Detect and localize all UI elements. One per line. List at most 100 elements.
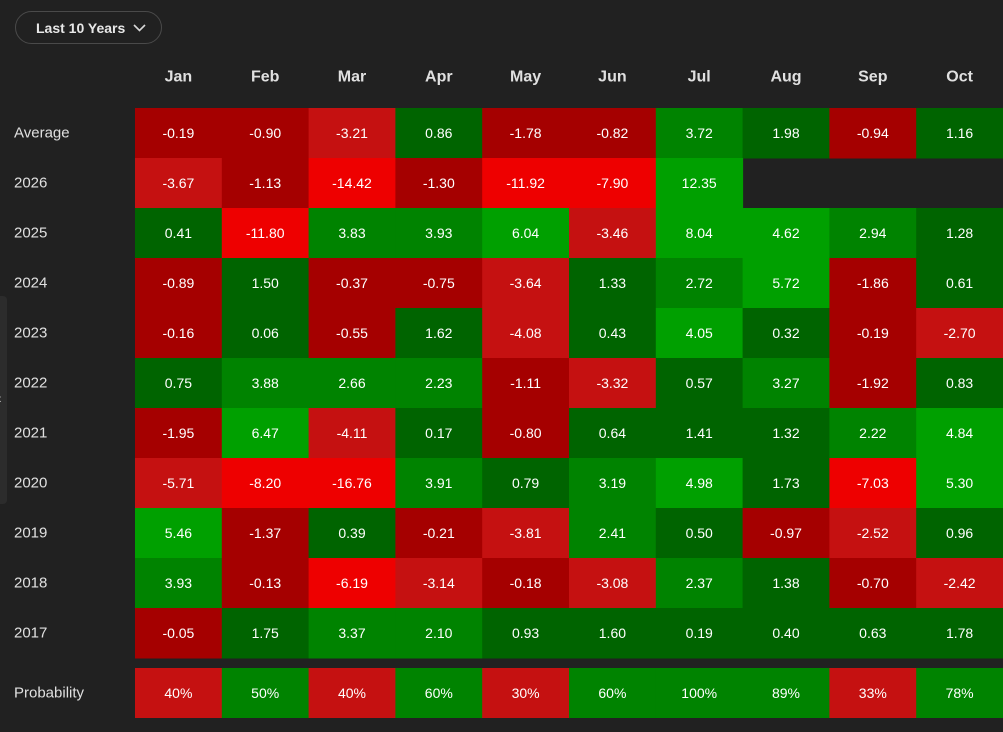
time-range-dropdown[interactable]: Last 10 Years [15,11,162,44]
heatmap-cell-value: 0.96 [946,525,973,541]
heatmap-cell [221,258,310,309]
probability-cell [829,668,917,718]
heatmap-cell-value: -3.81 [510,525,542,541]
heatmap-cell [569,558,657,609]
heatmap-cell-value: 8.04 [686,225,713,241]
heatmap-cell [916,508,1003,559]
heatmap-cell [135,508,223,559]
heatmap-cell-value: 2.72 [686,275,713,291]
heatmap-cell-value: -1.92 [857,375,889,391]
heatmap-cell-value: -7.90 [596,175,628,191]
heatmap-cell [308,208,396,259]
heatmap-cell-value: 3.72 [686,125,713,141]
heatmap-cell [916,258,1003,309]
heatmap-cell-value: 3.93 [425,225,452,241]
heatmap-cell-value: 0.17 [425,425,452,441]
heatmap-cell [829,258,917,309]
heatmap-cell [135,408,223,459]
heatmap-cell [569,608,657,659]
heatmap-cell [135,108,223,159]
heatmap-cell [742,358,830,409]
heatmap-cell-value: -3.32 [596,375,628,391]
heatmap-cell [829,208,917,259]
heatmap-cell [135,608,223,659]
heatmap-cell [482,358,570,409]
heatmap-cell-value: -1.95 [162,425,194,441]
heatmap-cell [569,408,657,459]
heatmap-cell [742,508,830,559]
probability-cell-value: 100% [681,685,717,701]
heatmap-cell [308,508,396,559]
heatmap-cell-value: 2.41 [599,525,626,541]
heatmap-cell-value: -0.19 [162,125,194,141]
heatmap-cell-value: -0.90 [249,125,281,141]
probability-cell [221,668,310,718]
probability-cell-value: 50% [251,685,279,701]
scroll-left-handle[interactable] [0,296,7,504]
heatmap-cell-value: -0.97 [770,525,802,541]
heatmap-cell [395,358,483,409]
heatmap-cell-value: -1.78 [510,125,542,141]
heatmap-cell-value: 3.88 [252,375,279,391]
probability-cell-value: 33% [859,685,887,701]
heatmap-cell-value: 0.83 [946,375,973,391]
heatmap-cell [482,108,570,159]
heatmap-cell-value: 0.50 [686,525,713,541]
heatmap-cell-value: 1.32 [772,425,799,441]
heatmap-cell [829,408,917,459]
chevron-left-icon[interactable]: ‹ [0,388,2,408]
heatmap-cell [308,558,396,609]
heatmap-cell [655,308,744,359]
heatmap-cell-value: -3.14 [423,575,455,591]
heatmap-cell [742,558,830,609]
heatmap-cell [569,258,657,309]
heatmap-cell-value: 1.50 [252,275,279,291]
heatmap-cell-value: -1.37 [249,525,281,541]
heatmap-cell-value: 2.37 [686,575,713,591]
heatmap-cell-value: 0.63 [859,625,886,641]
heatmap-cell-value: -8.20 [249,475,281,491]
heatmap-cell-value: 0.57 [686,375,713,391]
heatmap-cell-value: 0.75 [165,375,192,391]
heatmap-cell [221,608,310,659]
heatmap-cell [482,258,570,309]
heatmap-cell-value: -7.03 [857,475,889,491]
heatmap-cell [829,458,917,509]
heatmap-cell-value: 1.73 [772,475,799,491]
heatmap-cell-value: 1.78 [946,625,973,641]
heatmap-cell [916,208,1003,259]
heatmap-cell [742,258,830,309]
row-label: 2021 [14,425,47,442]
heatmap-cell-value: 0.06 [252,325,279,341]
heatmap-cell-value: 1.16 [946,125,973,141]
heatmap-cell [482,208,570,259]
month-header-jun: Jun [598,69,626,86]
heatmap-cell-value: -3.21 [336,125,368,141]
heatmap-cell-value: 5.72 [772,275,799,291]
heatmap-cell [655,508,744,559]
heatmap-cell [829,558,917,609]
probability-cell-value: 78% [946,685,974,701]
heatmap-cell [829,308,917,359]
heatmap-cell-value: 3.27 [772,375,799,391]
month-header-sep: Sep [858,69,888,86]
heatmap-cell-value: 6.47 [252,425,279,441]
heatmap-cell-value: -1.30 [423,175,455,191]
heatmap-cell [221,508,310,559]
heatmap-cell-value: 1.98 [772,125,799,141]
heatmap-cell-value: 5.46 [165,525,192,541]
heatmap-cell-value: 0.41 [165,225,192,241]
heatmap-cell [308,258,396,309]
heatmap-cell-value: -16.76 [332,475,372,491]
heatmap-cell-value: -2.42 [944,575,976,591]
heatmap-cell [395,258,483,309]
probability-cell [395,668,483,718]
heatmap-cell-value: 1.75 [252,625,279,641]
heatmap-cell-value: 4.98 [686,475,713,491]
probability-cell [655,668,744,718]
heatmap-cell-value: -3.08 [596,575,628,591]
heatmap-cell-value: 4.84 [946,425,973,441]
heatmap-cell-value: -0.16 [162,325,194,341]
month-header-jan: Jan [165,69,193,86]
